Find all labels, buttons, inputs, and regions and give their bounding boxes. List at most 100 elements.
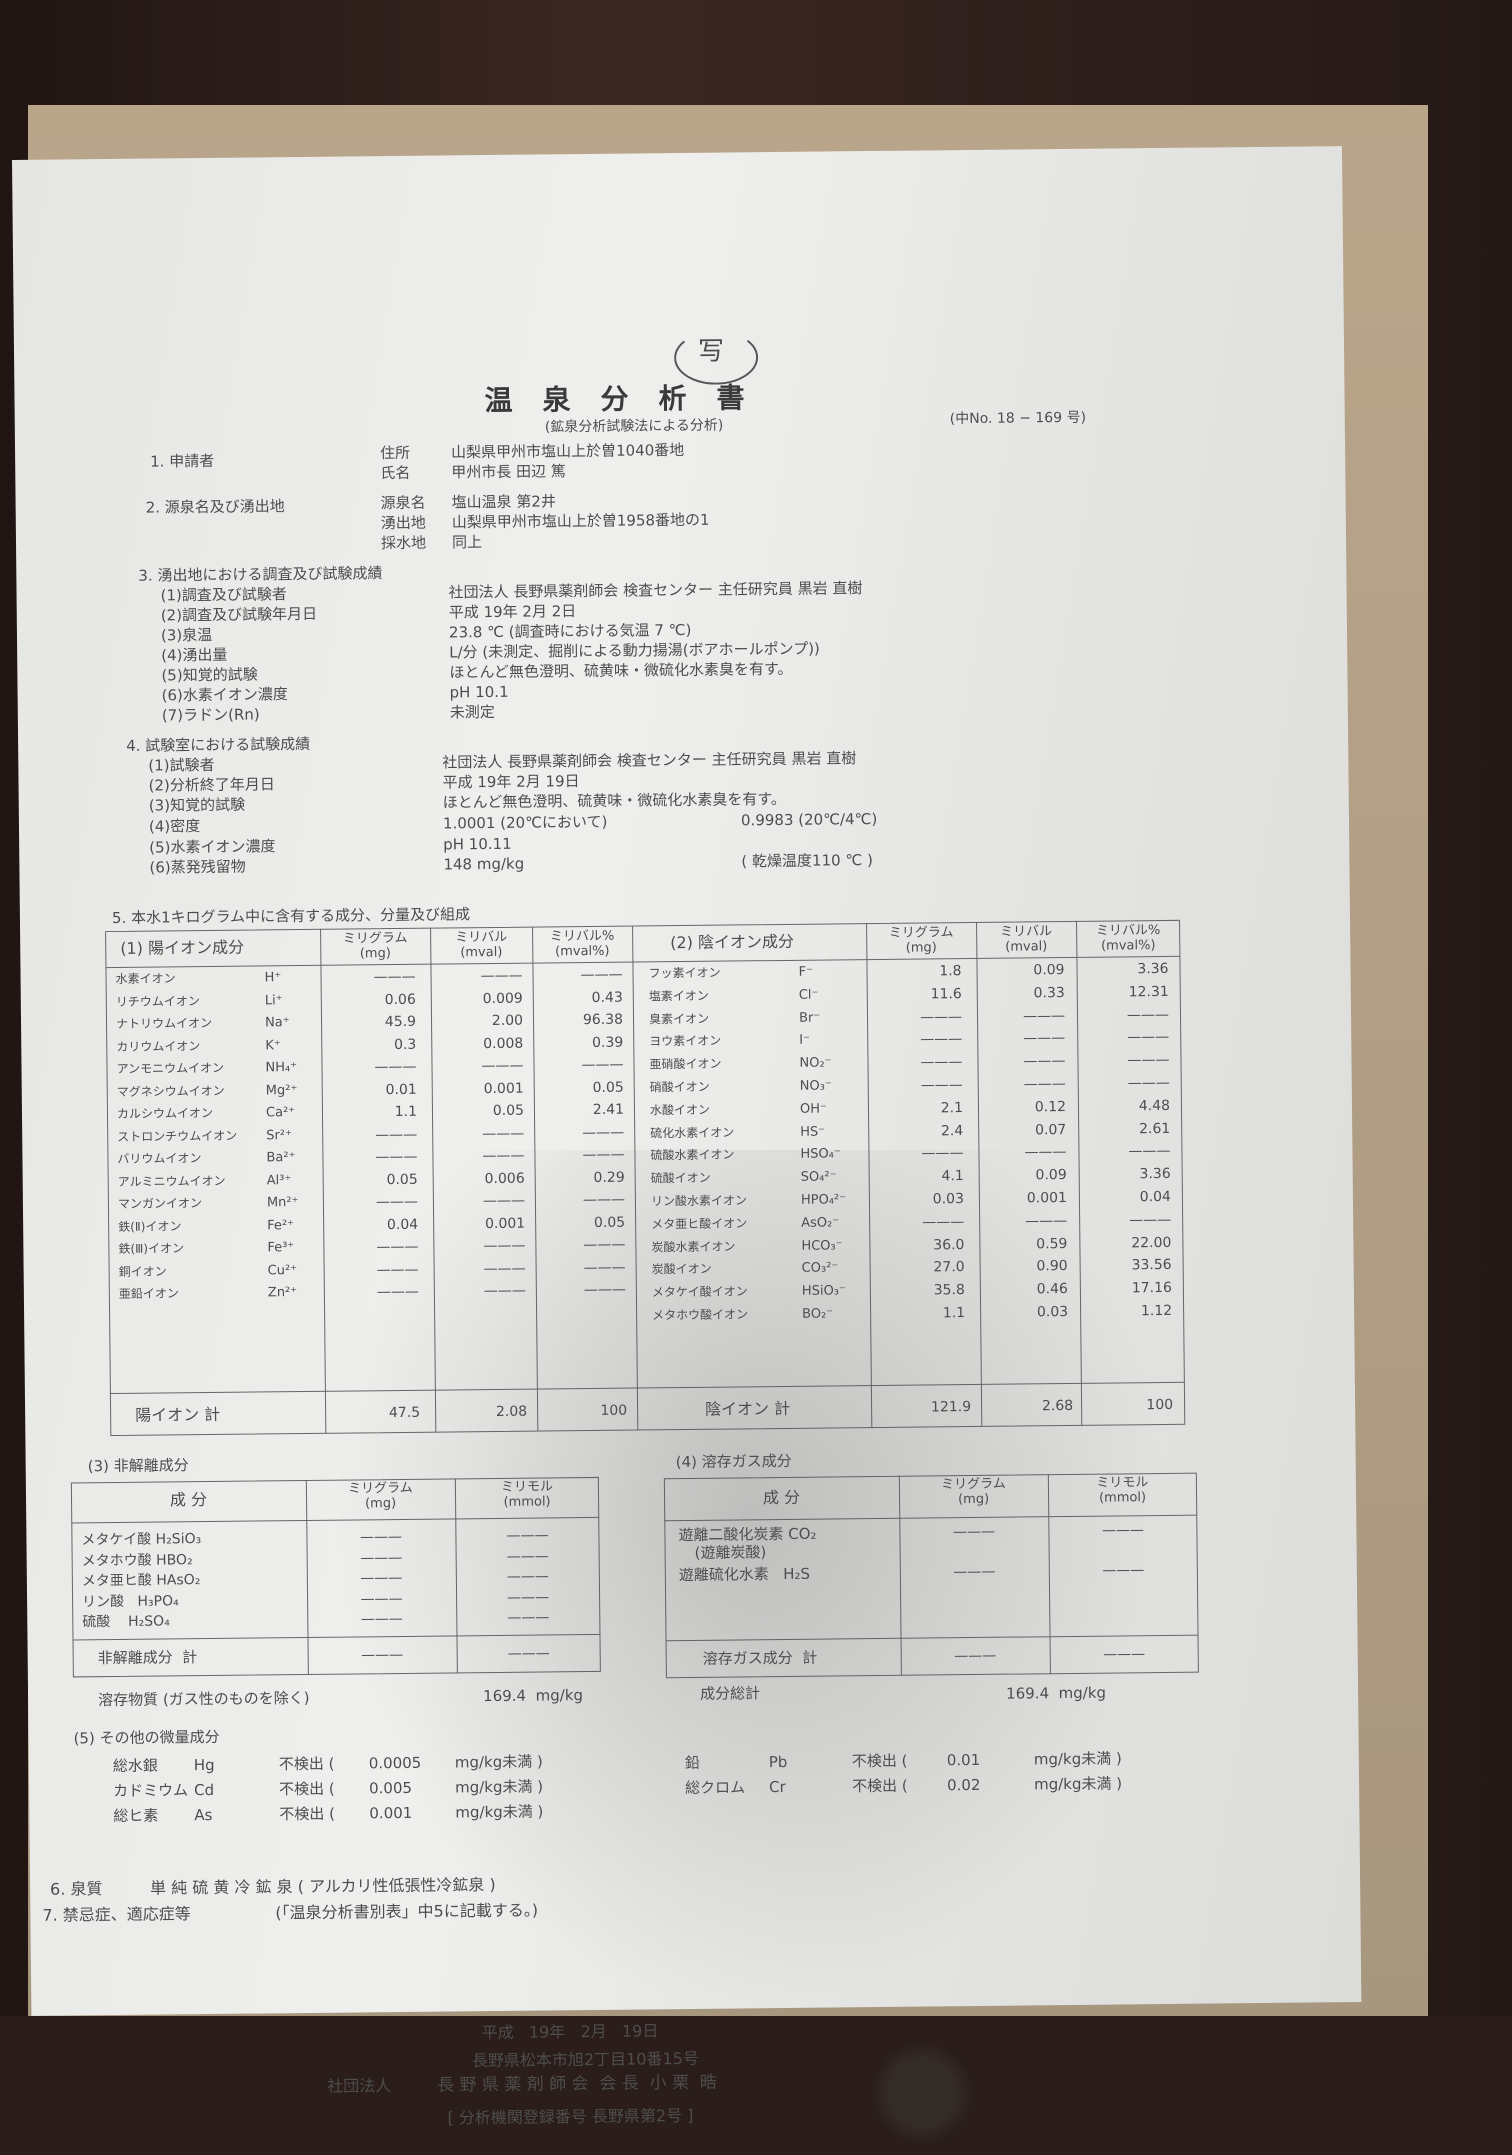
- cation-pct: ———: [582, 1146, 625, 1164]
- table3-mg-header: ミリグラム (mg): [348, 1480, 413, 1512]
- cation-mval: ———: [482, 1147, 525, 1165]
- cation-symbol: NH₄⁺: [265, 1060, 298, 1076]
- lab-row-value-2: ( 乾燥温度110 ℃ ): [741, 851, 873, 871]
- anion-mg: 4.1: [941, 1168, 964, 1185]
- cation-mval: ———: [481, 1057, 524, 1075]
- source-row-key: 源泉名: [380, 493, 426, 513]
- anion-mg: ———: [920, 1054, 963, 1071]
- source-row-value: 塩山温泉 第2井: [451, 492, 557, 512]
- anion-symbol: NO₃⁻: [799, 1078, 832, 1094]
- anion-total-label: 陰イオン 計: [705, 1398, 791, 1419]
- cation-pct: ———: [583, 1281, 626, 1299]
- anion-mg: 27.0: [933, 1259, 965, 1276]
- lab-row-value: pH 10.11: [443, 834, 512, 854]
- cation-mval: ———: [483, 1237, 526, 1255]
- anion-mg: 35.8: [933, 1282, 965, 1299]
- cation-name: カリウムイオン: [116, 1038, 201, 1054]
- table4-mg-header: ミリグラム (mg): [941, 1476, 1006, 1508]
- trace-unit: mg/kg未満 ): [454, 1752, 543, 1772]
- cation-pct: ———: [581, 1056, 624, 1074]
- cation-name: カルシウムイオン: [116, 1105, 214, 1121]
- trace-name: 鉛: [684, 1753, 700, 1773]
- field-row-value: L/分 (未測定、掘削による動力揚湯(ボアホールポンプ)): [449, 639, 820, 662]
- cation-symbol: Na⁺: [264, 1015, 290, 1031]
- table3-total-label: 非解離成分 計: [97, 1648, 198, 1668]
- cation-name: リチウムイオン: [115, 993, 200, 1009]
- table4-mmol-header: ミリモル (mmol): [1096, 1475, 1149, 1506]
- anion-mg: ———: [922, 1213, 965, 1231]
- lab-row-value: 平成 19年 2月 19日: [442, 772, 580, 792]
- lab-row-key: (3)知覚的試験: [148, 795, 246, 815]
- table3-row-name: メタケイ酸 H₂SiO₃: [81, 1531, 202, 1549]
- field-row-key: (4)湧出量: [161, 645, 228, 665]
- table4-row-mg: ———: [953, 1563, 996, 1581]
- trace-symbol: Cd: [193, 1780, 215, 1800]
- anion-name: 硫酸イオン: [650, 1170, 711, 1186]
- table4-row-mmol: ———: [1101, 1522, 1144, 1539]
- cation-mval-header: ミリバル (mval): [455, 929, 508, 961]
- anion-mval: 0.90: [1036, 1258, 1068, 1275]
- field-survey-label: 3. 湧出地における調査及び試験成績: [138, 564, 383, 585]
- table3-row-mmol: ———: [506, 1588, 550, 1606]
- name-label: 氏名: [380, 463, 411, 483]
- anion-name: 炭酸イオン: [651, 1262, 712, 1277]
- anion-total-mg: 121.9: [930, 1399, 972, 1416]
- cation-pct: 0.29: [593, 1169, 625, 1186]
- anion-mval: 0.46: [1036, 1281, 1068, 1298]
- copy-stamp-char: 写: [697, 336, 725, 367]
- dissolved-solids-label: 溶存物質 (ガス性のものを除く): [98, 1688, 310, 1710]
- field-row-value: pH 10.1: [449, 682, 509, 702]
- address-label: 住所: [379, 443, 411, 463]
- cation-name: 鉄(Ⅱ)イオン: [118, 1218, 182, 1234]
- trace-name: 総クロム: [684, 1778, 746, 1798]
- lab-row-key: (2)分析終了年月日: [148, 775, 275, 795]
- table3-row-mg: ———: [360, 1549, 403, 1566]
- official-seal: [871, 2040, 973, 2147]
- anion-symbol: HSiO₃⁻: [801, 1283, 846, 1299]
- anion-mval: ———: [1023, 1076, 1066, 1093]
- table3-row-mg: ———: [359, 1528, 403, 1546]
- cation-mval: 0.001: [483, 1080, 524, 1097]
- anion-pct: ———: [1129, 1211, 1172, 1229]
- anion-symbol: SO₄²⁻: [800, 1169, 837, 1185]
- lab-row-value: ほとんど無色澄明、硫黄味・微硫化水素臭を有す。: [442, 789, 786, 812]
- table3-row-mg: ———: [360, 1610, 403, 1628]
- anion-name: 硫化水素イオン: [650, 1125, 735, 1140]
- trace-unit: mg/kg未満 ): [455, 1802, 544, 1822]
- table3-row-mg: ———: [360, 1569, 403, 1587]
- anion-symbol: F⁻: [798, 964, 813, 980]
- anion-symbol: Cl⁻: [798, 987, 819, 1003]
- trace-value: 0.02: [946, 1775, 981, 1795]
- anion-pct: 0.04: [1139, 1188, 1172, 1206]
- cation-symbol: Fe²⁺: [267, 1217, 295, 1233]
- field-row-key: (6)水素イオン濃度: [161, 685, 288, 705]
- anion-pct: 3.36: [1139, 1166, 1171, 1183]
- anion-mg: 11.6: [930, 985, 962, 1003]
- anion-name: 硝酸イオン: [649, 1079, 710, 1095]
- cation-pct: 0.39: [592, 1034, 624, 1051]
- trace-result: 不検出 (: [278, 1779, 335, 1799]
- total-components-value: 169.4 mg/kg: [1006, 1683, 1107, 1703]
- anion-mg: ———: [920, 1077, 963, 1094]
- anion-name: 亜硝酸イオン: [649, 1056, 722, 1072]
- field-row-value: ほとんど無色澄明、硫黄味・微硫化水素臭を有す。: [449, 659, 793, 682]
- field-row-key: (5)知覚的試験: [161, 665, 258, 685]
- anion-mval-header: ミリバル (mval): [1000, 924, 1053, 955]
- cation-symbol: Sr²⁺: [266, 1127, 292, 1143]
- cation-name: 銅イオン: [118, 1263, 167, 1279]
- cation-mg: 0.06: [384, 991, 416, 1008]
- field-row-value: 社団法人 長野県薬剤師会 検査センター 主任研究員 黒岩 直樹: [448, 579, 863, 602]
- table3-name-header: 成 分: [169, 1490, 208, 1510]
- cation-symbol: H⁺: [264, 970, 282, 986]
- trace-value: 0.0005: [368, 1753, 422, 1773]
- cation-total-mg: 47.5: [388, 1404, 421, 1422]
- anion-symbol: HCO₃⁻: [801, 1237, 843, 1254]
- anion-pct: 12.31: [1128, 983, 1169, 1001]
- lab-row-value: 148 mg/kg: [443, 854, 525, 874]
- total-components-label: 成分総計: [700, 1684, 761, 1703]
- cation-pct-header: ミリバル% (mval%): [549, 928, 615, 960]
- field-row-key: (1)調査及び試験者: [160, 585, 287, 605]
- anion-pct: 17.16: [1131, 1280, 1172, 1297]
- source-label: 2. 源泉名及び湧出地: [145, 497, 285, 517]
- cation-title: (1) 陽イオン成分: [120, 937, 245, 958]
